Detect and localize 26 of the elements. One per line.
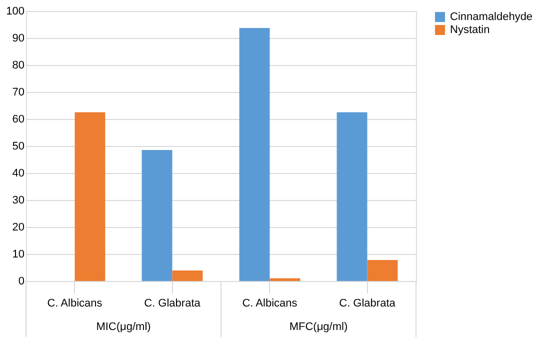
bar	[367, 260, 398, 281]
bar	[142, 150, 172, 281]
y-tick-label: 40	[12, 168, 24, 180]
y-tick-label: 100	[6, 6, 24, 18]
bar	[336, 112, 368, 281]
y-tick-label: 20	[12, 222, 24, 234]
y-tick-label: 50	[12, 140, 24, 152]
text: MFC(μg/ml)	[289, 321, 348, 333]
y-tick-label: 60	[12, 114, 24, 126]
legend-label: Cinnamaldehyde	[450, 11, 533, 23]
text: MIC(μg/ml)	[96, 321, 151, 333]
bar	[74, 112, 106, 281]
bar	[239, 28, 270, 281]
y-tick-label: 80	[12, 60, 24, 72]
y-tick-label: 90	[12, 32, 24, 44]
bar	[172, 270, 203, 281]
y-tick-label: 10	[12, 248, 24, 260]
x-tick-label: C. Albicans	[242, 298, 298, 310]
x-tick-label: C. Albicans	[47, 298, 103, 310]
y-tick-label: 70	[12, 86, 24, 98]
y-tick-label: 30	[12, 194, 24, 206]
bar	[270, 278, 300, 281]
y-tick-label: 0	[18, 276, 24, 288]
x-tick-label: C. Glabrata	[144, 298, 202, 310]
x-tick-label: C. Glabrata	[339, 298, 396, 310]
legend-label: Nystatin	[450, 24, 490, 36]
